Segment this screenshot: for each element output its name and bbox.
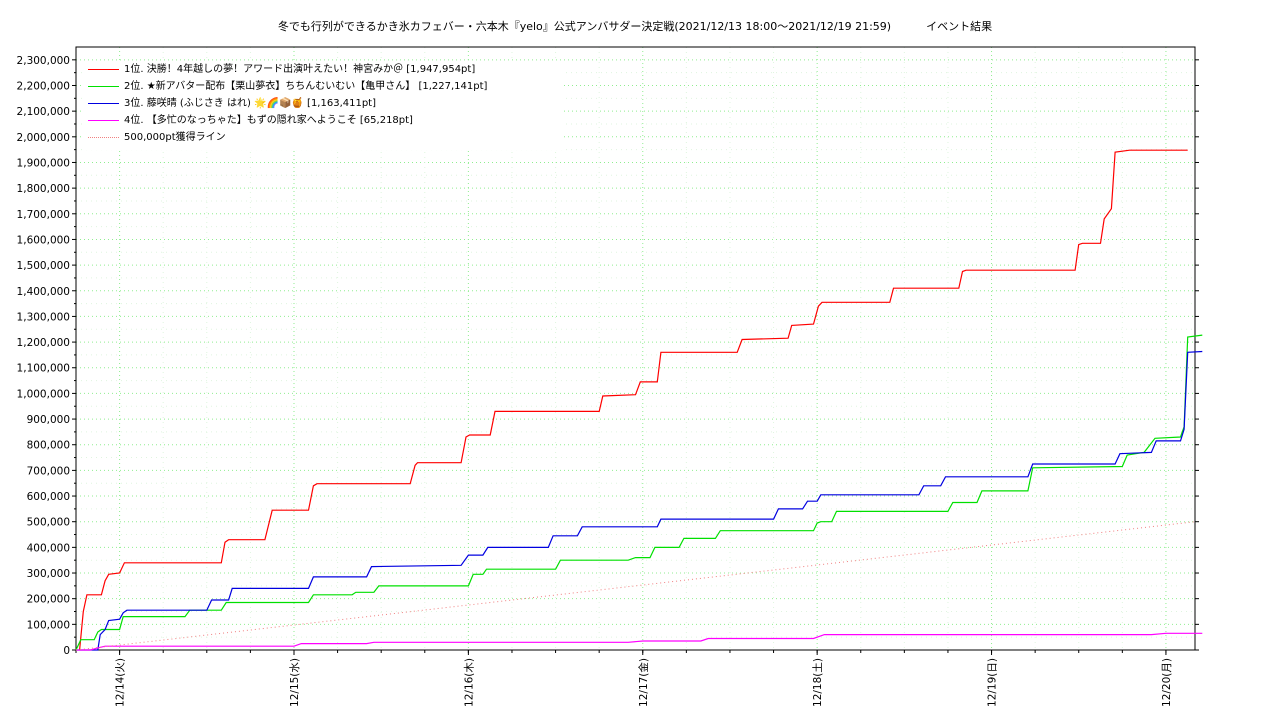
- legend: 1位. 決勝！4年越しの夢！アワード出演叶えたい！神宮みか＠ [1,947,95…: [82, 61, 564, 150]
- legend-item: 2位. ★新アバター配布【栗山夢衣】ちちんむいむい【亀甲さん】 [1,227,1…: [82, 78, 562, 95]
- legend-label: 2位. ★新アバター配布【栗山夢衣】ちちんむいむい【亀甲さん】 [1,227,1…: [124, 81, 488, 92]
- y-tick-label: 2,200,000: [17, 80, 70, 92]
- legend-swatch: [88, 86, 119, 87]
- legend-swatch: [88, 69, 119, 70]
- legend-item: 500,000pt獲得ライン: [82, 129, 562, 146]
- legend-label: 3位. 藤咲晴 (ふじさき はれ) 🌟🌈📦🍯 [1,163,411pt]: [124, 98, 377, 109]
- y-tick-label: 1,400,000: [17, 286, 70, 298]
- y-tick-label: 900,000: [27, 414, 70, 426]
- y-tick-label: 1,700,000: [17, 209, 70, 221]
- y-tick-label: 300,000: [27, 568, 70, 580]
- y-tick-label: 1,800,000: [17, 183, 70, 195]
- y-tick-label: 400,000: [27, 542, 70, 554]
- y-tick-label: 2,100,000: [17, 106, 70, 118]
- chart-title-suffix: イベント結果: [926, 20, 993, 33]
- y-tick-label: 500,000: [27, 517, 70, 529]
- x-tick-label: 12/14(火): [115, 658, 127, 707]
- y-tick-label: 0: [63, 645, 70, 657]
- legend-label: 1位. 決勝！4年越しの夢！アワード出演叶えたい！神宮みか＠ [1,947,95…: [124, 64, 476, 75]
- threshold-line: [75, 521, 1196, 651]
- legend-item: 4位. 【多忙のなっちゃた】もずの隠れ家へようこそ [65,218pt]: [82, 112, 562, 129]
- legend-label: 4位. 【多忙のなっちゃた】もずの隠れ家へようこそ [65,218pt]: [124, 115, 413, 126]
- x-tick-label: 12/19(日): [987, 658, 999, 707]
- y-tick-label: 100,000: [27, 619, 70, 631]
- legend-label: 500,000pt獲得ライン: [124, 132, 226, 143]
- chart-title: 冬でも行列ができるかき氷カフェバー・六本木『yelo』公式アンバサダー決定戦(2…: [0, 18, 1270, 34]
- x-tick-label: 12/15(水): [289, 658, 301, 707]
- series-line-3: [76, 350, 1203, 651]
- x-tick-label: 12/17(金): [637, 658, 650, 707]
- legend-swatch: [88, 120, 119, 121]
- y-tick-label: 1,300,000: [17, 311, 70, 323]
- series-line-2: [75, 334, 1203, 651]
- legend-item: 1位. 決勝！4年越しの夢！アワード出演叶えたい！神宮みか＠ [1,947,95…: [82, 61, 562, 78]
- y-tick-label: 2,300,000: [17, 55, 70, 67]
- x-tick-label: 12/18(土): [811, 658, 824, 707]
- y-tick-label: 1,200,000: [17, 337, 70, 349]
- legend-swatch: [88, 137, 119, 138]
- y-tick-label: 800,000: [27, 440, 70, 452]
- series-line-4: [76, 632, 1203, 651]
- y-tick-label: 1,100,000: [17, 363, 70, 375]
- y-tick-label: 700,000: [27, 465, 70, 477]
- plot-frame: [75, 46, 1196, 651]
- chart-title-text: 冬でも行列ができるかき氷カフェバー・六本木『yelo』公式アンバサダー決定戦(2…: [277, 20, 892, 33]
- y-tick-label: 1,900,000: [17, 157, 70, 169]
- x-tick-label: 12/16(木): [463, 658, 475, 707]
- y-tick-label: 600,000: [27, 491, 70, 503]
- y-tick-label: 1,000,000: [17, 388, 70, 400]
- x-tick-label: 12/20(月): [1161, 658, 1173, 707]
- legend-swatch: [88, 103, 119, 104]
- legend-item: 3位. 藤咲晴 (ふじさき はれ) 🌟🌈📦🍯 [1,163,411pt]: [82, 95, 562, 112]
- y-tick-label: 2,000,000: [17, 132, 70, 144]
- y-tick-label: 1,500,000: [17, 260, 70, 272]
- y-tick-label: 200,000: [27, 594, 70, 606]
- series-line-1: [79, 149, 1188, 651]
- y-tick-label: 1,600,000: [17, 234, 70, 246]
